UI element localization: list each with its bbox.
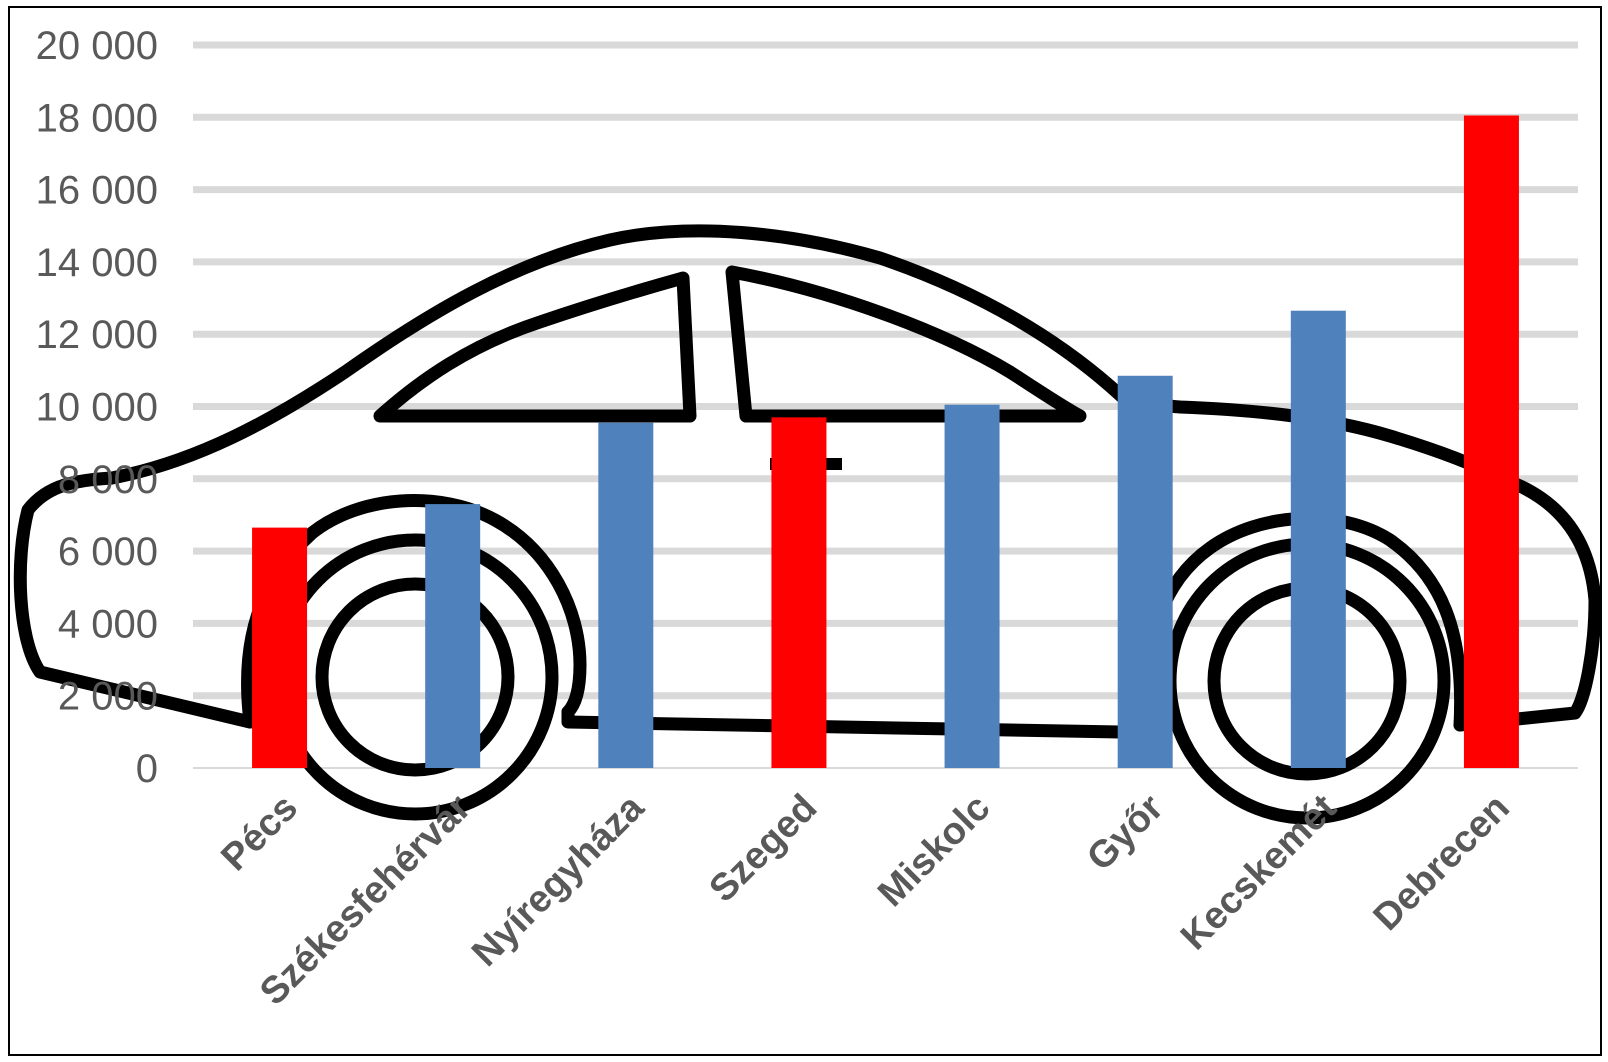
x-category-label: Nyíregyháza: [464, 786, 653, 975]
x-category-label: Győr: [1079, 787, 1172, 880]
y-tick-label: 2 000: [58, 675, 158, 719]
bar: [1463, 115, 1519, 769]
y-axis-tick-labels: 0 2 000 4 000 6 000 8 000 10 000 12 000 14 000 1…: [36, 24, 158, 791]
y-tick-label: 16 000: [36, 169, 158, 213]
x-category-label: Debrecen: [1366, 787, 1518, 939]
x-category-label: Pécs: [213, 787, 305, 879]
y-tick-label: 10 000: [36, 386, 158, 430]
y-tick-label: 4 000: [58, 602, 158, 646]
y-tick-label: 0: [136, 747, 158, 791]
bars: [252, 115, 1519, 769]
bar: [771, 417, 827, 768]
y-tick-label: 12 000: [36, 313, 158, 357]
bar: [1117, 375, 1173, 768]
bar: [425, 504, 481, 768]
bar: [944, 404, 1000, 768]
y-tick-label: 6 000: [58, 530, 158, 574]
y-tick-label: 20 000: [36, 24, 158, 68]
bar: [598, 422, 654, 768]
y-tick-label: 18 000: [36, 96, 158, 140]
y-tick-label: 14 000: [36, 241, 158, 285]
y-tick-label: 8 000: [58, 458, 158, 502]
bar: [1290, 310, 1346, 768]
bar: [252, 527, 308, 768]
x-category-label: Szeged: [702, 787, 826, 911]
x-category-label: Miskolc: [870, 787, 998, 915]
